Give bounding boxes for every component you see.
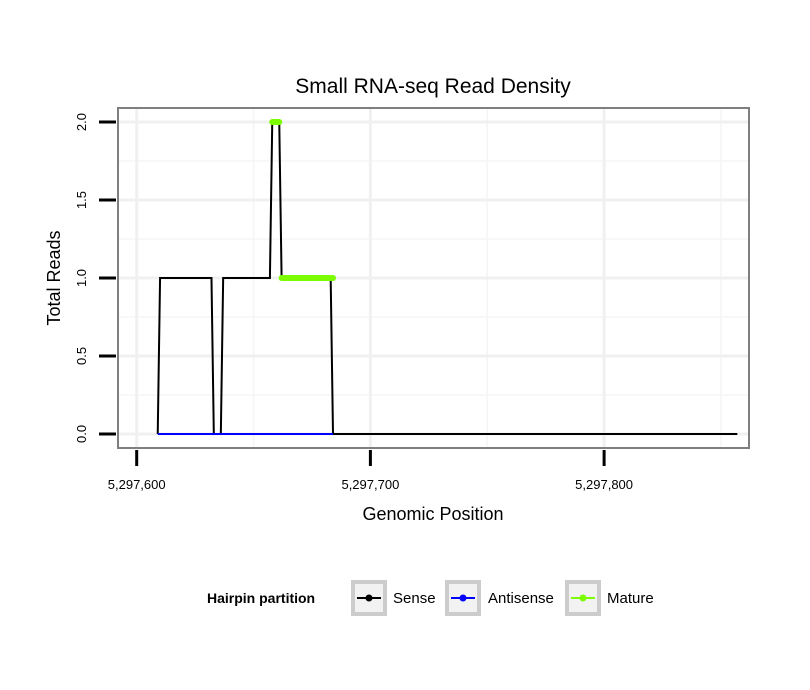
series-layer — [156, 119, 738, 435]
legend-key-dot-sense — [365, 594, 373, 602]
y-tick-label-1: 0.5 — [74, 347, 89, 365]
x-axis-title: Genomic Position — [362, 504, 503, 524]
legend-key-dot-antisense — [459, 594, 467, 602]
y-tick-label-3: 1.5 — [74, 191, 89, 209]
legend-label-sense: Sense — [393, 590, 436, 607]
y-tick-label-2: 1.0 — [74, 269, 89, 287]
y-axis-title: Total Reads — [44, 230, 64, 325]
axes: 0.0 0.5 1.0 1.5 2.0 5,297,600 5,297,700 5,297,8… — [74, 113, 633, 492]
legend-title: Hairpin partition — [207, 590, 315, 606]
legend-label-antisense: Antisense — [488, 590, 554, 607]
legend-label-mature: Mature — [607, 590, 654, 607]
legend-key-dot-mature — [579, 594, 587, 602]
chart-title: Small RNA-seq Read Density — [295, 75, 571, 98]
x-tick-label-1: 5,297,700 — [341, 477, 399, 492]
x-tick-label-2: 5,297,800 — [575, 477, 633, 492]
y-tick-label-0: 0.0 — [74, 425, 89, 443]
legend: Hairpin partition Sense Antisense Mature — [207, 580, 654, 616]
plot-panel-border — [117, 107, 750, 449]
x-tick-label-0: 5,297,600 — [108, 477, 166, 492]
y-tick-label-4: 2.0 — [74, 113, 89, 131]
